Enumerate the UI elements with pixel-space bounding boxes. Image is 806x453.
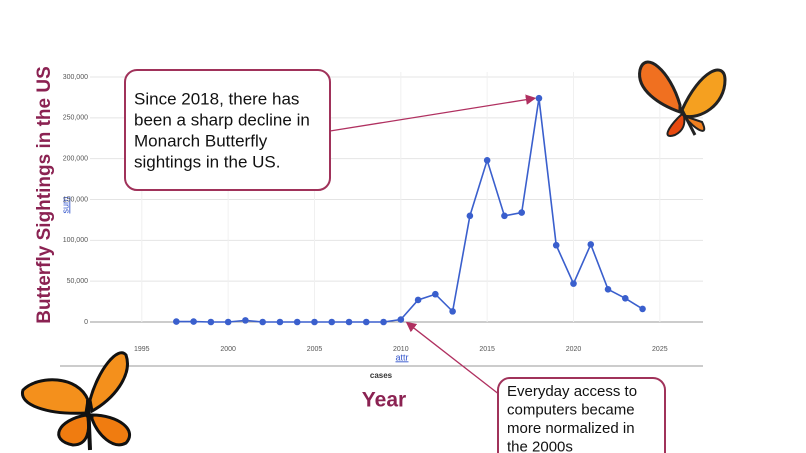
x-axis-label: Year	[362, 389, 406, 412]
annotation-box	[497, 377, 666, 453]
x-tick-label: 2010	[393, 346, 409, 353]
point	[604, 286, 612, 293]
x-field-link[interactable]: attr	[395, 352, 408, 362]
point	[518, 209, 525, 216]
y-tick-label: 50,000	[67, 278, 89, 285]
point	[621, 295, 629, 302]
annotation-arrow	[405, 321, 501, 396]
point	[345, 318, 353, 326]
x-tick-label: 2000	[220, 346, 236, 353]
point	[173, 318, 180, 325]
point	[639, 305, 646, 313]
point	[397, 316, 405, 323]
x-tick-label: 1995	[134, 346, 150, 353]
y-tick-label: 200,000	[63, 156, 88, 163]
annotation-text: the 2000s	[507, 438, 573, 453]
y-tick-label: 150,000	[63, 196, 88, 203]
y-field-link[interactable]: sum	[60, 196, 70, 213]
annotation-arrow	[329, 94, 537, 132]
y-tick-label: 300,000	[63, 74, 88, 81]
point	[293, 318, 301, 326]
annotation-text: Since 2018, there has	[134, 89, 299, 108]
x-tick-label: 2015	[479, 346, 495, 353]
point	[276, 318, 284, 326]
point	[362, 318, 370, 326]
line	[176, 98, 643, 323]
point	[432, 290, 439, 298]
point	[207, 318, 215, 326]
point	[501, 212, 508, 220]
point	[535, 94, 543, 102]
point	[466, 212, 474, 220]
y-axis-label: Butterfly Sightings in the US	[34, 66, 55, 324]
x-tick-label: 2025	[652, 346, 668, 353]
point	[380, 318, 387, 326]
annotation-text: more normalized in	[507, 420, 635, 437]
y-tick-label: 250,000	[63, 115, 88, 122]
annotation-text: Everyday access to	[507, 383, 637, 400]
x-caption: cases	[370, 371, 393, 380]
point	[311, 318, 318, 326]
x-tick-label: 2020	[566, 346, 582, 353]
point	[224, 318, 232, 326]
point	[259, 318, 266, 326]
point	[587, 241, 595, 248]
annotation-text: been a sharp decline in	[134, 110, 310, 129]
annotation-text: sightings in the US.	[134, 152, 280, 171]
annotation-text: Monarch Butterfly	[134, 131, 268, 150]
y-tick-label: 0	[84, 319, 88, 326]
annotation-text: computers became	[507, 401, 635, 418]
annotation-box	[124, 69, 331, 191]
point	[190, 318, 197, 325]
point	[328, 318, 336, 326]
butterfly-icon	[638, 60, 727, 137]
butterfly-icon	[21, 351, 132, 451]
y-tick-label: 100,000	[63, 237, 88, 244]
point	[570, 280, 577, 287]
x-tick-label: 2005	[307, 346, 323, 353]
point	[449, 308, 456, 315]
point	[414, 296, 422, 304]
point	[483, 157, 491, 164]
point	[552, 241, 560, 249]
point	[242, 317, 249, 324]
